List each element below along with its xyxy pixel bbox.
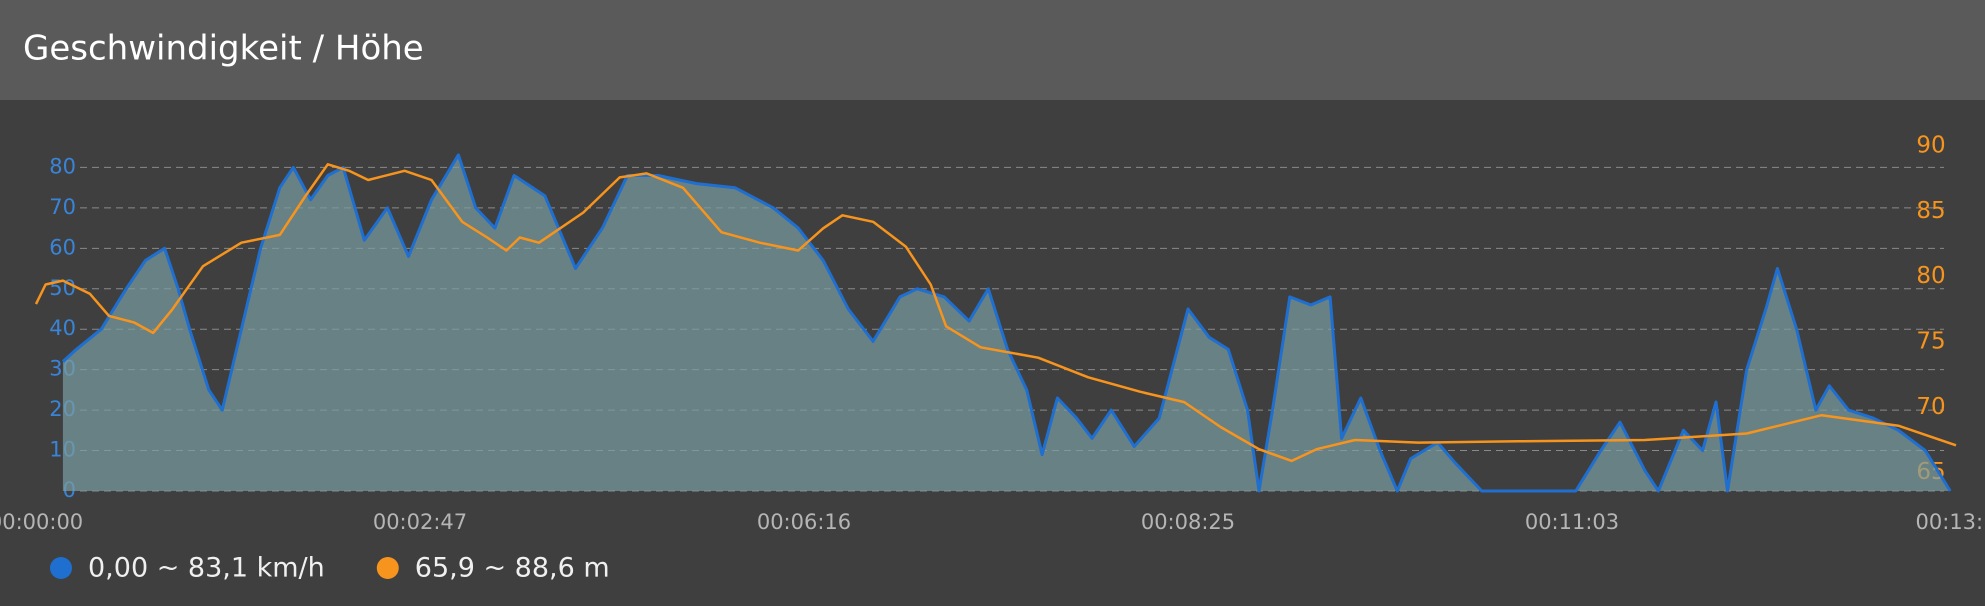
y2-tick-label: 85: [1916, 198, 1945, 224]
area-fill: [62, 154, 1951, 491]
y-tick-label: 70: [49, 195, 76, 219]
legend-label: 0,00 ~ 83,1 km/h: [88, 553, 325, 584]
x-tick-label: 00:02:47: [373, 510, 467, 534]
x-tick-label: 00:00:00: [0, 510, 83, 534]
y2-tick-label: 70: [1916, 394, 1945, 420]
area-line: [61, 153, 1952, 493]
x-tick-label: 00:06:16: [757, 510, 851, 534]
line: [34, 163, 1957, 463]
y2-tick-label: 80: [1916, 263, 1945, 289]
y2-tick-label: 75: [1916, 329, 1945, 355]
legend-marker: [50, 557, 72, 579]
legend-label: 65,9 ~ 88,6 m: [415, 553, 610, 584]
y-tick-label: 40: [49, 316, 76, 340]
legend-marker: [376, 557, 399, 579]
y-tick-label: 80: [49, 154, 76, 178]
x-tick-label: 00:13:1: [1916, 510, 1985, 534]
chart-title: Geschwindigkeit / Höhe: [23, 29, 424, 69]
x-tick-label: 00:11:03: [1525, 510, 1619, 534]
y-tick-label: 60: [49, 235, 76, 259]
x-tick-label: 00:08:25: [1141, 510, 1235, 534]
y-tick-label: 50: [49, 276, 76, 300]
y2-tick-label: 90: [1916, 133, 1945, 159]
header: [0, 0, 1985, 100]
